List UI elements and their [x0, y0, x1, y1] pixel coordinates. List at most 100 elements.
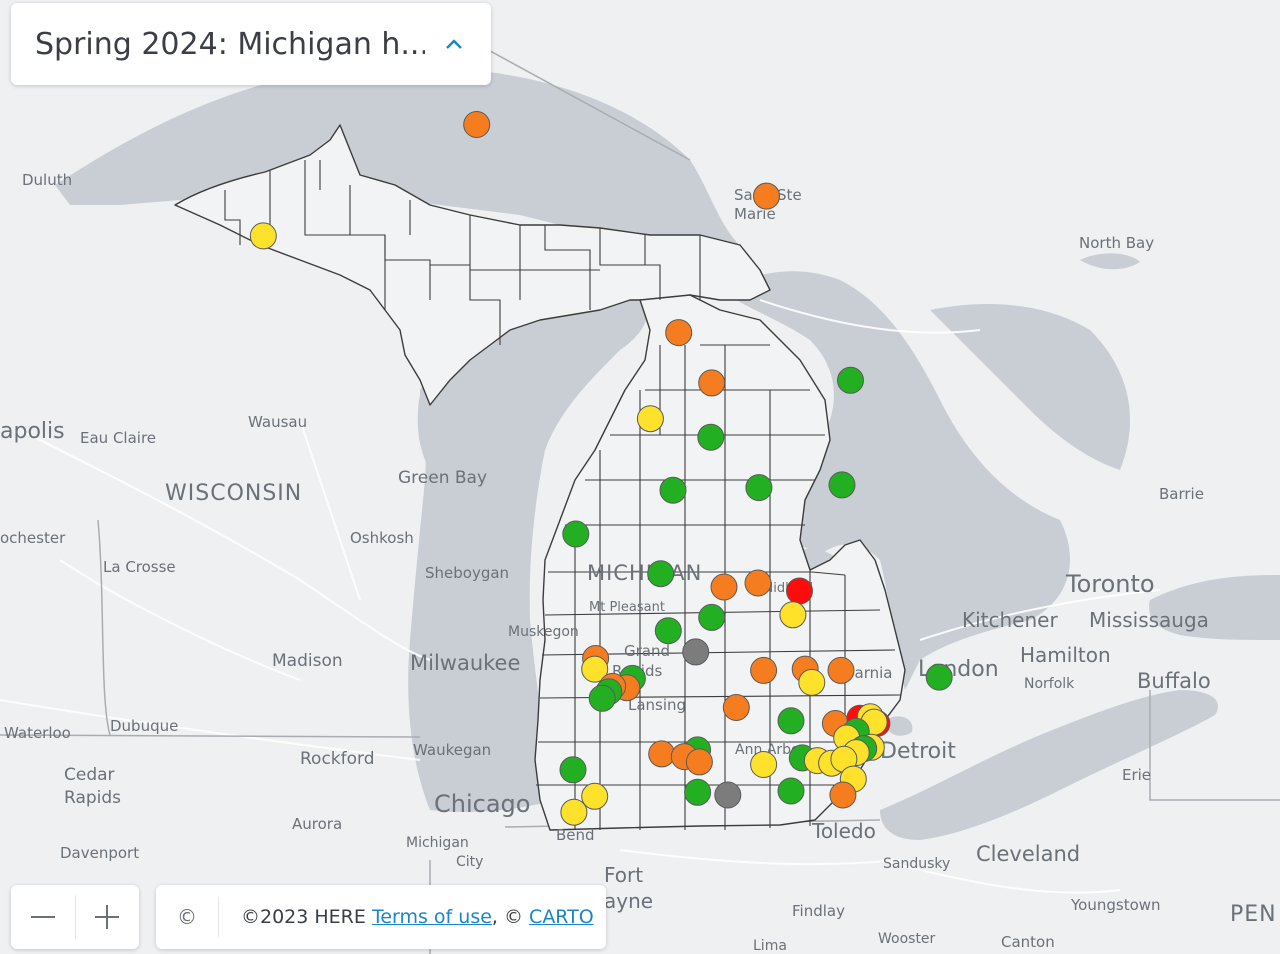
- site-marker-orange[interactable]: [463, 111, 491, 138]
- place-label: Barrie: [1159, 485, 1204, 503]
- site-marker-red[interactable]: [786, 577, 813, 605]
- site-marker-yellow[interactable]: [581, 655, 609, 683]
- lake-huron: [720, 271, 1070, 690]
- site-marker-green[interactable]: [837, 366, 864, 394]
- place-label: Wausau: [248, 413, 307, 431]
- site-marker-green[interactable]: [562, 520, 590, 548]
- zoom-divider: [74, 895, 76, 939]
- site-marker-orange[interactable]: [827, 656, 855, 684]
- place-label: Norfolk: [1024, 676, 1075, 692]
- site-marker-orange[interactable]: [750, 656, 778, 684]
- place-label: North Bay: [1079, 234, 1154, 252]
- site-marker-green[interactable]: [698, 603, 726, 631]
- site-marker-orange[interactable]: [698, 369, 726, 397]
- place-label: PEN: [1230, 902, 1277, 927]
- site-marker-green[interactable]: [659, 476, 687, 504]
- site-marker-orange[interactable]: [648, 740, 676, 768]
- place-label: apolis: [0, 419, 65, 444]
- lake-superior: [55, 66, 745, 250]
- site-marker-yellow[interactable]: [636, 405, 664, 433]
- carto-link[interactable]: CARTO: [529, 906, 594, 928]
- site-marker-green[interactable]: [925, 663, 953, 691]
- site-marker-green[interactable]: [697, 423, 725, 451]
- site-marker-yellow[interactable]: [798, 668, 826, 696]
- site-marker-orange[interactable]: [685, 748, 713, 776]
- lake-nipissing: [1080, 253, 1140, 270]
- place-label: ayne: [604, 889, 653, 913]
- place-label: Grand: [624, 642, 670, 660]
- place-label: Duluth: [22, 171, 72, 189]
- site-marker-orange[interactable]: [744, 569, 772, 597]
- place-label: WISCONSIN: [165, 481, 302, 506]
- site-marker-orange[interactable]: [710, 573, 738, 601]
- place-label: La Crosse: [103, 558, 176, 576]
- georgian-bay: [930, 304, 1130, 470]
- site-marker-yellow[interactable]: [560, 798, 588, 826]
- site-marker-yellow[interactable]: [249, 222, 277, 250]
- lake-michigan: [408, 288, 649, 812]
- place-label: Detroit: [880, 739, 956, 764]
- site-marker-green[interactable]: [828, 471, 856, 499]
- place-label: Sandusky: [883, 856, 950, 872]
- place-label: City: [456, 854, 483, 870]
- site-marker-yellow[interactable]: [779, 601, 807, 629]
- site-markers: [249, 50, 953, 826]
- site-marker-green[interactable]: [588, 684, 616, 712]
- title-panel[interactable]: Spring 2024: Michigan h...: [11, 3, 491, 85]
- place-label: Madison: [272, 651, 343, 671]
- place-label: Eau Claire: [80, 429, 156, 447]
- place-label: Davenport: [60, 844, 139, 862]
- site-marker-yellow[interactable]: [581, 782, 609, 810]
- site-marker-orange[interactable]: [722, 694, 750, 721]
- place-label: ochester: [0, 529, 66, 547]
- terms-of-use-link[interactable]: Terms of use: [371, 906, 492, 928]
- map-labels: Duluth apolis Eau Claire Wausau WISCONSIN Gre…: [0, 171, 1277, 954]
- site-marker-green[interactable]: [647, 560, 675, 588]
- place-label: Cedar: [64, 765, 115, 785]
- place-label: Aurora: [292, 815, 342, 833]
- place-label: Lansing: [628, 696, 686, 714]
- place-label: Fort: [604, 863, 643, 887]
- site-marker-green[interactable]: [777, 777, 805, 805]
- place-label: MICHIGAN: [587, 561, 702, 585]
- site-marker-green[interactable]: [777, 707, 805, 735]
- lake-ontario: [1149, 575, 1280, 640]
- place-label: Youngstown: [1070, 896, 1161, 914]
- place-label: Michigan: [406, 835, 469, 851]
- place-label: Muskegon: [508, 624, 579, 640]
- site-marker-green[interactable]: [559, 756, 587, 784]
- place-label: Hamilton: [1020, 643, 1111, 667]
- site-marker-gray[interactable]: [682, 638, 710, 666]
- attribution-divider: [218, 897, 219, 937]
- place-label: Findlay: [792, 902, 845, 920]
- place-label: Rockford: [300, 749, 375, 769]
- place-label: Waukegan: [413, 741, 491, 759]
- place-label: Waterloo: [4, 724, 71, 742]
- zoom-in-button[interactable]: [76, 885, 140, 949]
- green-bay: [417, 382, 480, 470]
- place-label: Toledo: [811, 819, 876, 843]
- site-marker-green[interactable]: [745, 474, 773, 502]
- site-marker-yellow[interactable]: [750, 751, 778, 778]
- plus-icon: [95, 905, 120, 929]
- site-marker-orange[interactable]: [753, 182, 780, 210]
- site-marker-green[interactable]: [684, 778, 712, 806]
- place-label: Buffalo: [1137, 669, 1211, 693]
- attribution-text: ©2023 HERE: [241, 906, 372, 928]
- place-label: Bend: [556, 826, 595, 844]
- site-marker-orange[interactable]: [665, 319, 693, 347]
- map-title: Spring 2024: Michigan h...: [35, 26, 425, 62]
- place-label: Sarnia: [845, 664, 892, 682]
- place-label: Wooster: [878, 931, 936, 947]
- copyright-icon[interactable]: ©: [177, 905, 197, 929]
- place-label: Ann Arbor: [735, 742, 806, 758]
- site-marker-green[interactable]: [654, 617, 682, 645]
- place-label: Mississauga: [1089, 608, 1209, 632]
- place-label: Canton: [1001, 933, 1055, 951]
- site-marker-orange[interactable]: [829, 781, 857, 809]
- zoom-out-button[interactable]: [11, 885, 75, 949]
- chevron-up-icon[interactable]: [441, 31, 467, 57]
- place-label: Lima: [753, 938, 787, 954]
- site-marker-gray[interactable]: [714, 781, 742, 809]
